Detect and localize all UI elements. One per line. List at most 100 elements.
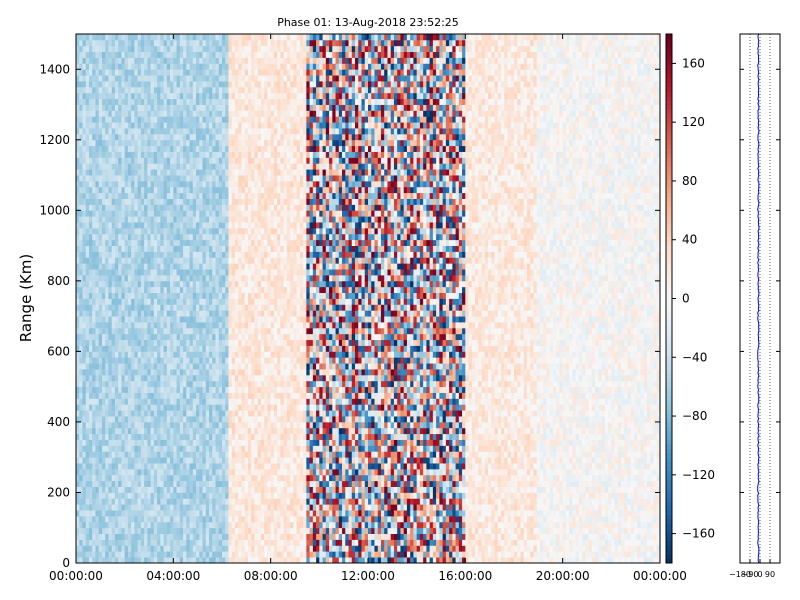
heatmap-cell — [196, 298, 200, 305]
heatmap-cell — [254, 510, 259, 517]
heatmap-cell — [189, 180, 194, 188]
heatmap-cell — [82, 75, 87, 82]
heatmap-cell — [150, 110, 155, 117]
heatmap-cell — [105, 310, 109, 317]
heatmap-cell — [192, 292, 197, 299]
heatmap-cell — [186, 421, 190, 429]
heatmap-cell — [225, 539, 229, 546]
heatmap-cell — [189, 304, 194, 311]
heatmap-cell — [189, 257, 194, 264]
heatmap-cell — [199, 345, 203, 352]
heatmap-cell — [234, 274, 239, 282]
heatmap-cell — [121, 292, 126, 299]
heatmap-cell — [244, 198, 249, 205]
heatmap-cell — [127, 222, 132, 229]
heatmap-cell — [196, 486, 200, 493]
heatmap-cell — [173, 486, 177, 493]
heatmap-cell — [176, 175, 181, 182]
heatmap-cell — [147, 286, 152, 294]
heatmap-cell — [82, 533, 87, 540]
heatmap-cell — [225, 404, 229, 411]
heatmap-cell — [183, 175, 187, 182]
heatmap-cell — [225, 163, 229, 170]
heatmap-cell — [108, 392, 113, 399]
heatmap-cell — [150, 545, 155, 552]
heatmap-cell — [186, 392, 190, 399]
heatmap-cell — [95, 445, 100, 452]
heatmap-cell — [170, 34, 174, 41]
heatmap-cell — [157, 86, 161, 94]
heatmap-cell — [157, 380, 161, 388]
heatmap-cell — [127, 433, 132, 440]
heatmap-cell — [82, 445, 87, 452]
heatmap-cell — [85, 239, 90, 246]
heatmap-cell — [144, 204, 148, 211]
heatmap-cell — [153, 128, 158, 135]
heatmap-cell — [108, 427, 113, 435]
heatmap-cell — [247, 169, 252, 176]
heatmap-cell — [251, 357, 255, 364]
heatmap-cell — [111, 380, 116, 388]
heatmap-cell — [137, 339, 142, 346]
heatmap-cell — [205, 557, 210, 564]
heatmap-cell — [244, 351, 249, 358]
heatmap-cell — [218, 398, 223, 405]
heatmap-cell — [108, 45, 113, 53]
heatmap-cell — [140, 339, 145, 346]
heatmap-cell — [192, 416, 197, 423]
heatmap-cell — [192, 75, 197, 82]
heatmap-cell — [199, 551, 203, 558]
heatmap-cell — [238, 133, 242, 141]
heatmap-cell — [209, 515, 213, 523]
heatmap-cell — [215, 504, 220, 511]
heatmap-cell — [79, 416, 83, 423]
heatmap-cell — [118, 339, 122, 346]
heatmap-cell — [140, 404, 145, 411]
heatmap-cell — [108, 98, 113, 105]
heatmap-cell — [92, 557, 96, 564]
heatmap-cell — [163, 186, 168, 194]
heatmap-cell — [121, 233, 126, 241]
heatmap-cell — [118, 539, 122, 546]
heatmap-cell — [192, 39, 197, 47]
heatmap-cell — [205, 451, 210, 458]
heatmap-cell — [218, 498, 223, 505]
heatmap-cell — [101, 63, 106, 70]
heatmap-cell — [241, 286, 246, 294]
heatmap-cell — [105, 116, 109, 123]
heatmap-cell — [140, 128, 145, 135]
heatmap-cell — [212, 116, 216, 123]
heatmap-cell — [108, 169, 113, 176]
heatmap-cell — [101, 104, 106, 111]
heatmap-cell — [215, 104, 220, 111]
heatmap-cell — [150, 163, 155, 170]
heatmap-cell — [234, 45, 239, 53]
heatmap-cell — [212, 192, 216, 199]
heatmap-cell — [88, 551, 93, 558]
heatmap-cell — [251, 280, 255, 288]
heatmap-cell — [160, 39, 164, 47]
heatmap-cell — [150, 239, 155, 246]
heatmap-cell — [231, 222, 236, 229]
heatmap-cell — [124, 539, 129, 546]
heatmap-cell — [144, 45, 148, 53]
heatmap-cell — [176, 257, 181, 264]
heatmap-cell — [160, 551, 164, 558]
heatmap-cell — [108, 192, 113, 199]
heatmap-cell — [225, 451, 229, 458]
heatmap-cell — [118, 192, 122, 199]
heatmap-cell — [176, 286, 181, 294]
heatmap-cell — [98, 510, 103, 517]
heatmap-cell — [95, 75, 100, 82]
heatmap-cell — [218, 486, 223, 493]
heatmap-cell — [218, 504, 223, 511]
heatmap-cell — [215, 474, 220, 482]
heatmap-cell — [179, 551, 184, 558]
heatmap-cell — [118, 333, 122, 341]
heatmap-cell — [202, 269, 207, 276]
heatmap-cell — [215, 269, 220, 276]
heatmap-cell — [241, 186, 246, 194]
heatmap-cell — [209, 410, 213, 417]
heatmap-cell — [192, 227, 197, 235]
heatmap-cell — [76, 122, 80, 129]
